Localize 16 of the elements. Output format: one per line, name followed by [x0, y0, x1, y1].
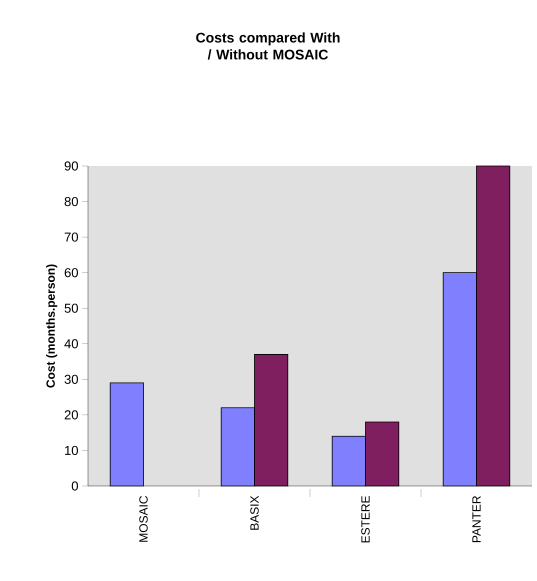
y-tick-label: 90 [64, 161, 78, 171]
y-axis-title: Cost (months.person) [46, 264, 58, 388]
chart-title: Costs compared With / Without MOSAIC [196, 32, 340, 60]
y-tick-label: 20 [64, 410, 78, 420]
y-tick-label: 0 [72, 481, 78, 491]
y-tick-label: 30 [64, 374, 78, 384]
y-tick-label: 70 [64, 232, 78, 242]
x-tick-label: BASIX [250, 496, 259, 530]
y-tick-label: 40 [64, 339, 78, 348]
y-tick-label: 10 [65, 446, 78, 456]
y-tick-label: 50 [64, 304, 78, 313]
x-tick-label: ESTERE [361, 496, 370, 542]
y-tick-label: 60 [64, 268, 78, 278]
x-tick-label: PANTER [472, 496, 481, 542]
y-tick-label: 80 [64, 196, 78, 206]
x-tick-label: MOSAIC [139, 496, 148, 542]
